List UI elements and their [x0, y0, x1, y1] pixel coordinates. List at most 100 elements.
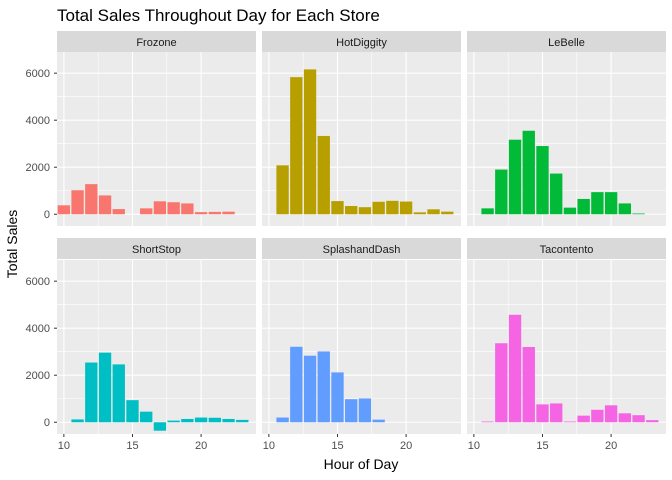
bar-tacontento-hour-17 [563, 421, 577, 423]
y-tick-label: 2000 [26, 370, 50, 382]
bar-lebelle-hour-20 [604, 192, 618, 215]
x-tick-label: 10 [58, 440, 70, 452]
bar-shortstop-hour-15 [126, 400, 139, 423]
bar-lebelle-hour-16 [550, 173, 563, 215]
bar-shortstop-hour-18 [167, 420, 180, 423]
bar-shortstop-hour-17 [153, 422, 167, 431]
bar-frozone-hour-10 [57, 205, 71, 215]
bar-lebelle-hour-21 [618, 203, 632, 215]
bar-hotdiggity-hour-21 [413, 212, 427, 215]
bar-frozone-hour-12 [85, 184, 98, 215]
facet-strip-label: LeBelle [548, 37, 585, 49]
bar-hotdiggity-hour-14 [317, 135, 330, 215]
facet-frozone: Frozone 0 2000 4000 6000 [26, 31, 256, 226]
bar-hotdiggity-hour-19 [386, 200, 399, 215]
bar-tacontento-hour-23 [646, 420, 659, 423]
bar-frozone-hour-13 [98, 195, 112, 215]
facet-shortstop: ShortStop 0 2000 4000 6000 10 15 20 [26, 238, 256, 452]
x-tick-label: 10 [468, 440, 480, 452]
bar-shortstop-hour-13 [98, 352, 112, 423]
facet-strip-label: HotDiggity [336, 37, 387, 49]
bar-splashanddash-hour-16 [345, 399, 358, 423]
bar-tacontento-hour-13 [508, 314, 522, 423]
bar-splashanddash-hour-18 [372, 419, 385, 423]
facet-tacontento: Tacontento 10 15 20 [467, 238, 666, 452]
x-tick-label: 20 [605, 440, 617, 452]
bar-shortstop-hour-22 [222, 418, 235, 423]
bar-hotdiggity-hour-13 [303, 69, 317, 215]
bar-hotdiggity-hour-16 [345, 206, 358, 215]
bar-tacontento-hour-20 [604, 405, 618, 423]
bar-frozone-hour-21 [208, 211, 222, 215]
facet-strip [262, 238, 461, 259]
bar-shortstop-hour-19 [181, 418, 194, 423]
bar-hotdiggity-hour-17 [358, 207, 372, 215]
bar-splashanddash-hour-11 [276, 417, 289, 423]
bar-lebelle-hour-19 [591, 192, 604, 215]
y-tick-label: 0 [44, 209, 50, 221]
bar-lebelle-hour-22 [632, 213, 645, 215]
bar-frozone-hour-16 [140, 208, 153, 215]
bar-lebelle-hour-14 [522, 130, 535, 215]
bar-tacontento-hour-12 [495, 343, 508, 423]
bar-splashanddash-hour-15 [331, 372, 344, 423]
bar-shortstop-hour-23 [236, 419, 249, 423]
bar-frozone-hour-19 [181, 203, 194, 215]
bar-shortstop-hour-21 [208, 417, 222, 423]
bar-hotdiggity-hour-11 [276, 165, 289, 215]
y-tick-label: 4000 [26, 323, 50, 335]
facet-panels: Frozone 0 2000 4000 6000 HotDiggity LeBelle Sho… [26, 31, 666, 452]
bar-lebelle-hour-15 [536, 146, 549, 215]
bar-tacontento-hour-16 [550, 403, 563, 423]
x-axis-title: Hour of Day [324, 456, 399, 472]
bar-shortstop-hour-20 [194, 417, 208, 423]
bar-frozone-hour-20 [194, 212, 208, 215]
bar-frozone-hour-18 [167, 202, 180, 215]
bar-splashanddash-hour-13 [303, 355, 317, 423]
bar-hotdiggity-hour-12 [290, 77, 303, 215]
facet-strip [57, 31, 256, 52]
facet-strip [467, 31, 666, 52]
bar-tacontento-hour-15 [536, 404, 549, 423]
y-tick-label: 6000 [26, 68, 50, 80]
bar-frozone-hour-17 [153, 201, 167, 215]
bar-hotdiggity-hour-20 [399, 201, 413, 215]
bar-shortstop-hour-16 [140, 411, 153, 423]
chart-title: Total Sales Throughout Day for Each Stor… [57, 6, 380, 25]
facet-lebelle: LeBelle [467, 31, 666, 226]
bar-splashanddash-hour-14 [317, 351, 330, 423]
bar-hotdiggity-hour-18 [372, 201, 385, 215]
y-tick-label: 6000 [26, 276, 50, 288]
bar-lebelle-hour-13 [508, 139, 522, 215]
facet-strip [57, 238, 256, 259]
x-tick-label: 20 [195, 440, 207, 452]
bar-hotdiggity-hour-15 [331, 201, 344, 215]
bar-lebelle-hour-12 [495, 169, 508, 215]
x-tick-label: 15 [536, 440, 548, 452]
facet-strip [262, 31, 461, 52]
facet-strip-label: SplashandDash [323, 244, 401, 256]
x-tick-label: 15 [331, 440, 343, 452]
bar-hotdiggity-hour-23 [441, 211, 454, 215]
bar-tacontento-hour-11 [481, 421, 494, 423]
bar-shortstop-hour-14 [112, 364, 125, 423]
facet-hotdiggity: HotDiggity [262, 31, 461, 226]
bar-frozone-hour-22 [222, 211, 235, 215]
x-tick-label: 15 [126, 440, 138, 452]
bar-lebelle-hour-18 [577, 198, 590, 215]
y-tick-label: 4000 [26, 115, 50, 127]
x-tick-label: 20 [400, 440, 412, 452]
facet-strip-label: Frozone [136, 37, 176, 49]
bar-shortstop-hour-12 [85, 362, 98, 423]
y-tick-label: 0 [44, 417, 50, 429]
bar-splashanddash-hour-17 [358, 398, 372, 423]
bar-tacontento-hour-14 [522, 347, 535, 423]
y-tick-label: 2000 [26, 162, 50, 174]
bar-lebelle-hour-11 [481, 208, 494, 215]
facet-strip-label: Tacontento [540, 244, 594, 256]
bar-tacontento-hour-22 [632, 415, 645, 423]
y-axis-title: Total Sales [4, 210, 20, 278]
bar-frozone-hour-11 [71, 190, 84, 215]
bar-tacontento-hour-21 [618, 413, 632, 423]
